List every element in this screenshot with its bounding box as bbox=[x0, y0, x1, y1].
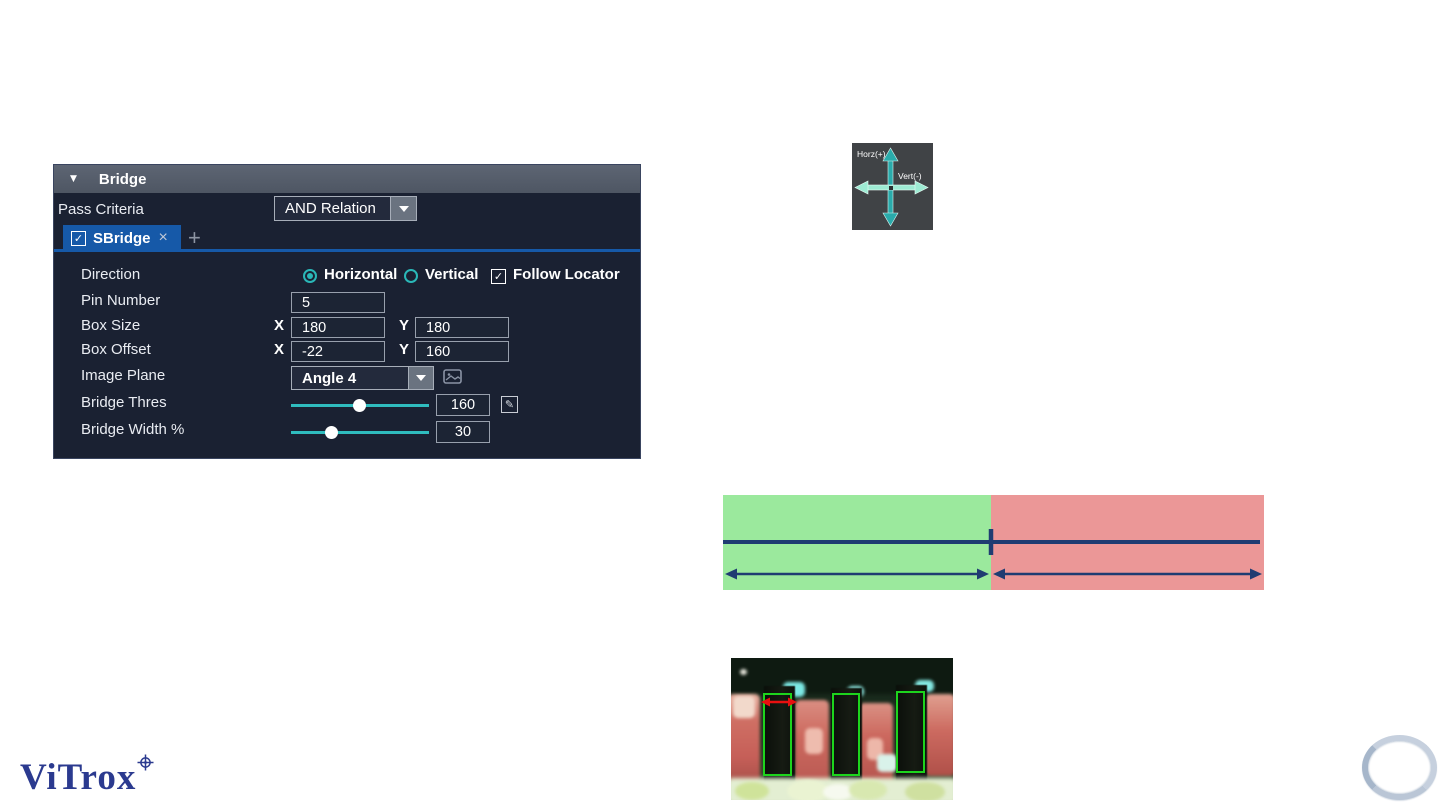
vitrox-logo: ViTrox bbox=[20, 754, 154, 799]
box-size-x-label: X bbox=[274, 317, 285, 334]
axis-direction-widget: Horz(+) Vert(-) bbox=[852, 143, 933, 230]
pin-number-label: Pin Number bbox=[81, 292, 161, 309]
collapse-icon[interactable]: ▼ bbox=[70, 174, 77, 184]
box-size-x-input[interactable]: 180 bbox=[291, 317, 385, 338]
box-offset-row: Box Offset X -22 Y 160 bbox=[54, 341, 642, 363]
vitrox-logo-text: ViTrox bbox=[20, 757, 137, 798]
radio-vertical[interactable] bbox=[404, 269, 418, 283]
pcb-pad-highlight bbox=[805, 728, 823, 754]
pass-criteria-label: Pass Criteria bbox=[58, 201, 144, 218]
image-plane-row: Image Plane Angle 4 bbox=[54, 366, 642, 390]
inspection-box bbox=[763, 693, 792, 776]
box-offset-x-label: X bbox=[274, 341, 285, 358]
panel-header[interactable]: ▼ Bridge bbox=[54, 165, 640, 193]
pcb-bottom-blob bbox=[849, 780, 887, 800]
vitrox-target-icon bbox=[137, 754, 154, 771]
radio-horizontal-label[interactable]: Horizontal bbox=[324, 266, 398, 283]
tab-enable-checkbox[interactable]: ✓ bbox=[71, 230, 86, 246]
box-offset-x-input[interactable]: -22 bbox=[291, 341, 385, 362]
range-lines-icon bbox=[723, 529, 1262, 580]
bridge-thres-row: Bridge Thres 160 ✎ bbox=[54, 394, 642, 416]
bridge-thres-label: Bridge Thres bbox=[81, 394, 167, 411]
pcb-pin bbox=[831, 688, 862, 788]
panel-title: Bridge bbox=[98, 170, 147, 188]
bridge-width-slider-thumb[interactable] bbox=[325, 426, 338, 439]
bridge-thres-edit-icon[interactable]: ✎ bbox=[501, 396, 518, 413]
inspection-box bbox=[896, 691, 925, 773]
pin-number-input[interactable]: 5 bbox=[291, 292, 385, 313]
vert-axis-label: Vert(-) bbox=[898, 171, 922, 181]
box-offset-y-label: Y bbox=[399, 341, 410, 358]
image-plane-dropdown-arrow-icon[interactable] bbox=[409, 366, 434, 390]
box-size-label: Box Size bbox=[81, 317, 141, 334]
inspection-box bbox=[832, 693, 860, 776]
bridge-width-row: Bridge Width % 30 bbox=[54, 421, 642, 443]
pcb-bottom-blob bbox=[823, 784, 853, 800]
bridge-thres-value-input[interactable]: 160 bbox=[436, 394, 490, 416]
bridge-width-slider[interactable] bbox=[291, 426, 429, 439]
box-size-row: Box Size X 180 Y 180 bbox=[54, 317, 642, 339]
tab-label: SBridge bbox=[93, 229, 151, 247]
pass-criteria-value: AND Relation bbox=[285, 200, 376, 217]
box-size-y-label: Y bbox=[399, 317, 410, 334]
pcb-pad bbox=[925, 694, 953, 776]
ring-graphic bbox=[1362, 735, 1437, 800]
pin-number-row: Pin Number 5 bbox=[54, 292, 642, 314]
radio-vertical-label[interactable]: Vertical bbox=[425, 266, 479, 283]
image-plane-value: Angle 4 bbox=[302, 369, 357, 387]
add-tab-button[interactable]: + bbox=[188, 225, 201, 250]
bridge-width-value-input[interactable]: 30 bbox=[436, 421, 490, 443]
tabbar-underline bbox=[54, 249, 640, 252]
box-size-y-input[interactable]: 180 bbox=[415, 317, 509, 338]
image-preview-icon[interactable] bbox=[443, 369, 462, 384]
follow-locator-label[interactable]: Follow Locator bbox=[513, 266, 620, 283]
pcb-glint bbox=[877, 754, 897, 772]
box-offset-y-input[interactable]: 160 bbox=[415, 341, 509, 362]
pcb-pad-highlight bbox=[733, 696, 755, 718]
dropdown-arrow-glyph bbox=[416, 375, 426, 381]
bridge-thres-slider[interactable] bbox=[291, 399, 429, 412]
pcb-inspection-image bbox=[731, 658, 953, 800]
pcb-speck bbox=[740, 669, 747, 675]
pcb-bottom-blob bbox=[787, 780, 829, 800]
pass-criteria-dropdown-arrow-icon[interactable] bbox=[391, 196, 417, 221]
pin-width-arrow-icon bbox=[761, 697, 797, 707]
direction-label: Direction bbox=[81, 266, 141, 283]
image-plane-label: Image Plane bbox=[81, 367, 166, 384]
dropdown-arrow-glyph bbox=[398, 205, 409, 212]
tab-sbridge[interactable]: ✓ SBridge × bbox=[63, 225, 181, 251]
bridge-thres-slider-thumb[interactable] bbox=[353, 399, 366, 412]
direction-row: Direction Horizontal Vertical ✓ Follow L… bbox=[54, 266, 642, 288]
box-offset-label: Box Offset bbox=[81, 341, 151, 358]
follow-locator-checkbox[interactable]: ✓ bbox=[491, 269, 506, 284]
axis-arrows-icon bbox=[854, 147, 929, 227]
horz-axis-label: Horz(+) bbox=[857, 149, 886, 159]
bridge-width-label: Bridge Width % bbox=[81, 421, 185, 438]
pcb-bottom-blob bbox=[735, 782, 769, 800]
tab-close-icon[interactable]: × bbox=[158, 229, 168, 246]
radio-dot bbox=[307, 273, 313, 279]
radio-horizontal[interactable] bbox=[303, 269, 317, 283]
pass-criteria-dropdown[interactable]: AND Relation bbox=[274, 196, 391, 221]
pcb-pin bbox=[896, 685, 927, 781]
image-plane-dropdown[interactable]: Angle 4 bbox=[291, 366, 409, 390]
bridge-range-diagram bbox=[723, 495, 1264, 590]
pcb-bottom-blob bbox=[905, 782, 945, 800]
bridge-settings-panel: ▼ Bridge Pass Criteria AND Relation ✓ SB… bbox=[53, 164, 641, 459]
